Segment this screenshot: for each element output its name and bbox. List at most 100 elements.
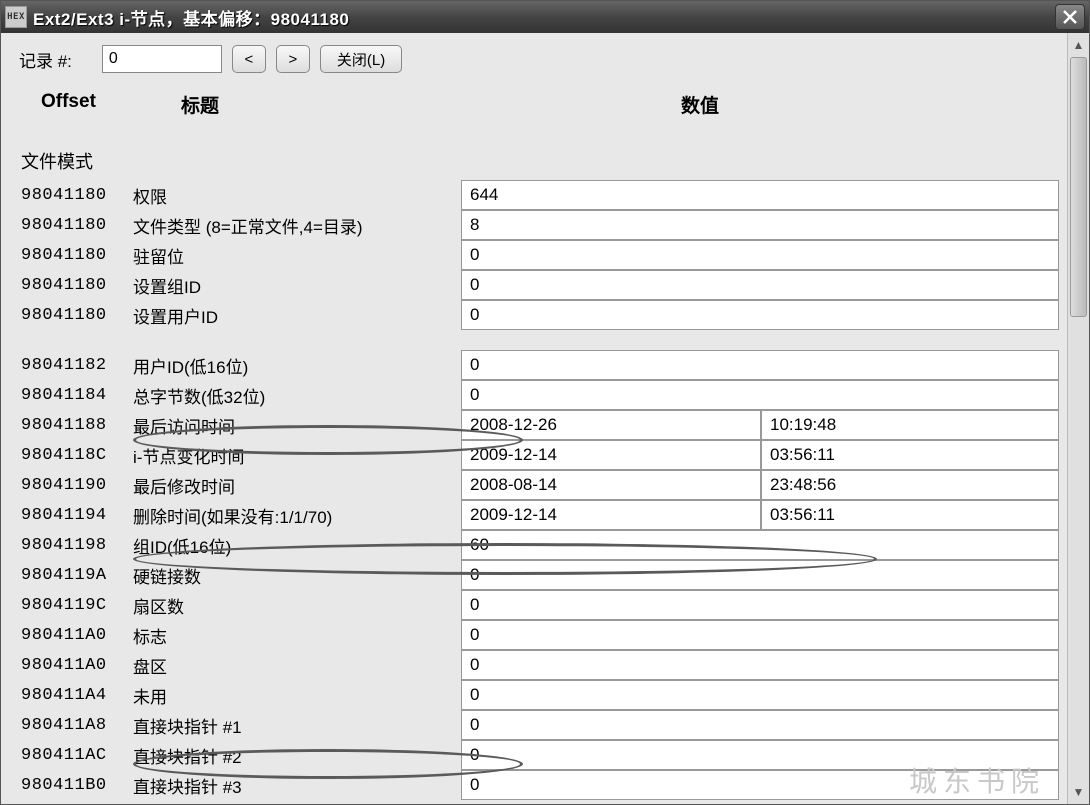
cell-title: 最后访问时间 [133, 410, 461, 440]
scroll-track[interactable] [1068, 57, 1089, 780]
cell-title: 直接块指针 #2 [133, 740, 461, 770]
table-row: 98041194删除时间(如果没有:1/1/70)2009-12-1403:56… [17, 500, 1059, 530]
cell-title: 设置组ID [133, 270, 461, 300]
table-row: 980411A4未用0 [17, 680, 1059, 710]
cell-offset: 98041180 [17, 270, 133, 300]
cell-offset: 980411A0 [17, 620, 133, 650]
column-headers: Offset 标题 数值 [41, 91, 1059, 118]
value-cell[interactable]: 0 [461, 740, 1059, 770]
cell-value-container: 0 [461, 590, 1059, 620]
window-title: Ext2/Ext3 i-节点，基本偏移：98041180 [33, 5, 1055, 30]
value-cell[interactable]: 0 [461, 590, 1059, 620]
table-row: 980411A8直接块指针 #10 [17, 710, 1059, 740]
table-row: 98041180设置组ID0 [17, 270, 1059, 300]
content-wrap: 记录 #: < > 关闭(L) Offset 标题 数值 文件模式 980411… [1, 33, 1067, 804]
vertical-scrollbar[interactable]: ▲ ▼ [1067, 33, 1089, 804]
table-row: 98041190最后修改时间2008-08-1423:48:56 [17, 470, 1059, 500]
table-row: 98041180设置用户ID0 [17, 300, 1059, 330]
cell-value-container: 0 [461, 380, 1059, 410]
table-row: 98041188最后访问时间2008-12-2610:19:48 [17, 410, 1059, 440]
cell-offset: 980411AC [17, 740, 133, 770]
cell-value-container: 0 [461, 270, 1059, 300]
cell-offset: 98041194 [17, 500, 133, 530]
table-row: 9804118Ci-节点变化时间2009-12-1403:56:11 [17, 440, 1059, 470]
table-row: 980411A0盘区0 [17, 650, 1059, 680]
content: 记录 #: < > 关闭(L) Offset 标题 数值 文件模式 980411… [1, 33, 1067, 804]
value-cell-2[interactable]: 03:56:11 [761, 500, 1059, 530]
value-cell[interactable]: 0 [461, 560, 1059, 590]
cell-value-container: 2009-12-1403:56:11 [461, 440, 1059, 470]
value-cell[interactable]: 644 [461, 180, 1059, 210]
cell-title: 扇区数 [133, 590, 461, 620]
table-row: 980411AC直接块指针 #20 [17, 740, 1059, 770]
section-file-mode: 文件模式 [21, 148, 1059, 174]
cell-offset: 98041184 [17, 380, 133, 410]
cell-value-container: 0 [461, 620, 1059, 650]
value-cell[interactable]: 0 [461, 770, 1059, 800]
header-title: 标题 [141, 91, 461, 118]
cell-title: 文件类型 (8=正常文件,4=目录) [133, 210, 461, 240]
value-cell-2[interactable]: 03:56:11 [761, 440, 1059, 470]
cell-title: 盘区 [133, 650, 461, 680]
scroll-up-icon[interactable]: ▲ [1069, 35, 1089, 55]
cell-offset: 98041180 [17, 210, 133, 240]
value-cell[interactable]: 2009-12-14 [461, 440, 761, 470]
cell-title: 直接块指针 #1 [133, 710, 461, 740]
next-record-button[interactable]: > [276, 45, 310, 73]
value-cell-2[interactable]: 10:19:48 [761, 410, 1059, 440]
cell-title: 标志 [133, 620, 461, 650]
cell-title: 未用 [133, 680, 461, 710]
cell-offset: 98041198 [17, 530, 133, 560]
value-cell[interactable]: 0 [461, 240, 1059, 270]
value-cell[interactable]: 8 [461, 210, 1059, 240]
value-cell[interactable]: 0 [461, 300, 1059, 330]
cell-value-container: 0 [461, 710, 1059, 740]
value-cell[interactable]: 0 [461, 620, 1059, 650]
cell-offset: 9804119A [17, 560, 133, 590]
value-cell[interactable]: 60 [461, 530, 1059, 560]
value-cell[interactable]: 0 [461, 650, 1059, 680]
cell-title: 最后修改时间 [133, 470, 461, 500]
cell-value-container: 0 [461, 240, 1059, 270]
table-row: 9804119C扇区数0 [17, 590, 1059, 620]
rows-group-2: 98041182用户ID(低16位)098041184总字节数(低32位)098… [17, 350, 1059, 800]
record-number-input[interactable] [102, 45, 222, 73]
table-row: 98041180权限644 [17, 180, 1059, 210]
window: HEX Ext2/Ext3 i-节点，基本偏移：98041180 记录 #: <… [0, 0, 1090, 805]
cell-title: 删除时间(如果没有:1/1/70) [133, 500, 461, 530]
close-icon [1062, 9, 1078, 25]
cell-value-container: 0 [461, 300, 1059, 330]
cell-offset: 98041182 [17, 350, 133, 380]
table-row: 980411B0直接块指针 #30 [17, 770, 1059, 800]
value-cell[interactable]: 0 [461, 350, 1059, 380]
close-button[interactable]: 关闭(L) [320, 45, 402, 73]
prev-record-button[interactable]: < [232, 45, 266, 73]
value-cell[interactable]: 2008-12-26 [461, 410, 761, 440]
cell-offset: 98041180 [17, 180, 133, 210]
value-cell[interactable]: 0 [461, 270, 1059, 300]
cell-title: 直接块指针 #3 [133, 770, 461, 800]
scroll-thumb[interactable] [1070, 57, 1087, 317]
window-close-button[interactable] [1055, 4, 1085, 30]
header-value: 数值 [461, 91, 1059, 118]
scroll-down-icon[interactable]: ▼ [1069, 782, 1089, 802]
value-cell[interactable]: 2009-12-14 [461, 500, 761, 530]
cell-value-container: 2009-12-1403:56:11 [461, 500, 1059, 530]
cell-title: 权限 [133, 180, 461, 210]
value-cell[interactable]: 0 [461, 380, 1059, 410]
table-row: 98041180驻留位0 [17, 240, 1059, 270]
cell-offset: 98041188 [17, 410, 133, 440]
cell-title: 组ID(低16位) [133, 530, 461, 560]
cell-value-container: 0 [461, 770, 1059, 800]
cell-value-container: 0 [461, 680, 1059, 710]
group-spacer [17, 330, 1059, 350]
cell-offset: 98041180 [17, 240, 133, 270]
value-cell-2[interactable]: 23:48:56 [761, 470, 1059, 500]
value-cell[interactable]: 2008-08-14 [461, 470, 761, 500]
client-area: 记录 #: < > 关闭(L) Offset 标题 数值 文件模式 980411… [1, 33, 1089, 804]
cell-offset: 98041190 [17, 470, 133, 500]
cell-offset: 980411A4 [17, 680, 133, 710]
value-cell[interactable]: 0 [461, 710, 1059, 740]
app-icon: HEX [5, 6, 27, 28]
value-cell[interactable]: 0 [461, 680, 1059, 710]
